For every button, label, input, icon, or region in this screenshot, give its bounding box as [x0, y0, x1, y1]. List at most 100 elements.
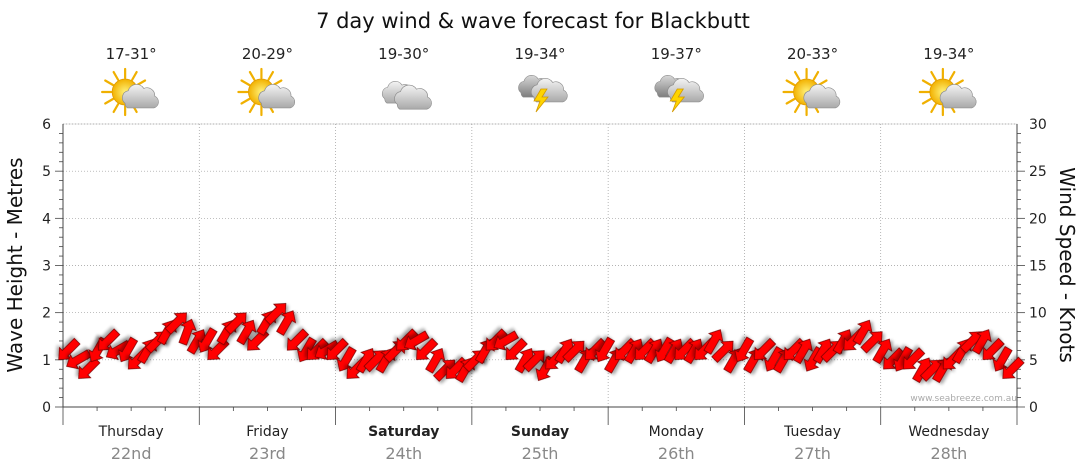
temperature-label: 19-30°: [378, 45, 429, 63]
right-tick-label: 15: [1029, 259, 1047, 275]
right-tick-label: 5: [1029, 353, 1038, 369]
wind-arrow: [416, 337, 439, 361]
temperature-label: 20-29°: [242, 45, 293, 63]
partly-cloudy-icon: [101, 67, 159, 117]
cloud-icon: [803, 84, 841, 109]
wind-arrow: [982, 337, 1005, 361]
left-axis-title: Wave Height - Metres: [3, 157, 27, 372]
temperature-label: 20-33°: [787, 45, 838, 63]
wind-arrow: [703, 329, 724, 355]
wind-arrow: [562, 340, 585, 363]
right-tick-label: 20: [1029, 211, 1047, 227]
day-name-label: Wednesday: [908, 424, 989, 440]
wind-arrow: [1002, 356, 1025, 379]
day-name-label: Thursday: [98, 424, 164, 440]
wind-arrow: [197, 327, 218, 353]
wind-arrow: [643, 338, 664, 365]
temperature-labels: 17-31° 20-29° 19-30° 19-34° 19-37° 20-33° 19-3…: [106, 45, 975, 63]
wind-arrow: [883, 347, 906, 370]
left-tick-label: 4: [42, 211, 51, 227]
left-tick-label: 1: [42, 353, 51, 369]
wind-arrow: [355, 348, 376, 374]
wind-arrow: [912, 357, 933, 384]
wind-arrow: [326, 337, 349, 361]
storm-icon: [518, 75, 568, 113]
lightning-icon: [533, 88, 549, 113]
storm-icon: [654, 75, 704, 113]
wind-arrow: [118, 336, 139, 363]
cloudy-icon: [381, 81, 432, 110]
wind-arrow: [236, 319, 257, 346]
wind-arrow: [753, 337, 777, 361]
day-date-label: 25th: [522, 444, 559, 463]
wind-arrow: [505, 337, 528, 361]
wind-arrow: [514, 348, 535, 374]
wind-arrow: [832, 329, 853, 355]
temperature-label: 19-37°: [651, 45, 702, 63]
wind-arrow: [425, 348, 446, 374]
left-tick-label: 6: [42, 117, 51, 133]
wind-arrow: [66, 349, 92, 370]
wind-arrow: [585, 337, 608, 361]
wind-arrow: [872, 338, 893, 365]
wind-arrow: [58, 337, 81, 361]
day-date-label: 22nd: [111, 444, 152, 463]
cloud-icon: [258, 84, 296, 109]
chart-title: 7 day wind & wave forecast for Blackbutt: [316, 9, 750, 33]
wind-arrow: [860, 331, 883, 354]
weather-icons: [101, 67, 977, 117]
day-name-label: Saturday: [368, 424, 439, 440]
day-name-label: Monday: [649, 424, 704, 440]
wind-arrow: [264, 303, 287, 326]
cloud-icon: [394, 84, 432, 110]
wind-arrow: [711, 340, 734, 363]
temperature-label: 19-34°: [514, 45, 565, 63]
right-tick-label: 30: [1029, 117, 1047, 133]
wind-arrow: [493, 330, 520, 351]
day-date-label: 27th: [794, 444, 831, 463]
right-tick-label: 10: [1029, 306, 1047, 322]
wind-arrow: [164, 312, 187, 335]
wind-arrow: [663, 338, 684, 365]
wind-arrow: [276, 310, 297, 336]
left-tick-label: 0: [42, 400, 51, 416]
day-date-label: 28th: [930, 444, 967, 463]
wind-arrow: [683, 338, 704, 365]
wind-arrow: [186, 329, 207, 355]
right-tick-label: 25: [1029, 164, 1047, 180]
right-axis-title: Wind Speed - Knots: [1055, 167, 1079, 363]
day-name-label: Tuesday: [783, 424, 841, 440]
wind-arrow: [554, 338, 575, 365]
day-date-label: 26th: [658, 444, 695, 463]
temperature-label: 19-34°: [923, 45, 974, 63]
wind-arrow: [992, 346, 1013, 372]
right-axis-ticks: 0 5 10 15 20 25 30: [1029, 117, 1047, 416]
wind-arrow: [522, 350, 545, 373]
wind-arrow: [792, 338, 813, 365]
temperature-label: 17-31°: [106, 45, 157, 63]
day-labels: Thursday 22nd Friday 23rd Saturday 24th Sunday…: [98, 424, 990, 463]
lightning-icon: [669, 88, 686, 113]
left-axis-ticks: 0 1 2 3 4 5 6: [42, 117, 51, 416]
wind-arrow: [903, 347, 926, 370]
wind-arrow: [852, 319, 873, 346]
wind-arrow: [971, 329, 992, 355]
day-date-label: 23rd: [249, 444, 286, 463]
partly-cloudy-icon: [237, 67, 296, 117]
left-tick-label: 2: [42, 306, 51, 322]
wind-arrow: [286, 328, 310, 351]
wind-arrow: [595, 336, 616, 363]
day-name-label: Sunday: [511, 424, 569, 440]
credit-watermark: www.seabreeze.com.au: [910, 394, 1017, 404]
wind-arrow: [336, 346, 357, 372]
left-tick-label: 5: [42, 164, 51, 180]
partly-cloudy-icon: [782, 67, 841, 117]
partly-cloudy-icon: [918, 67, 977, 117]
wind-arrow: [734, 336, 755, 363]
day-name-label: Friday: [246, 424, 288, 440]
left-tick-label: 3: [42, 259, 51, 275]
wind-series: [58, 303, 1025, 384]
cloud-icon: [122, 84, 159, 109]
day-date-label: 24th: [385, 444, 422, 463]
